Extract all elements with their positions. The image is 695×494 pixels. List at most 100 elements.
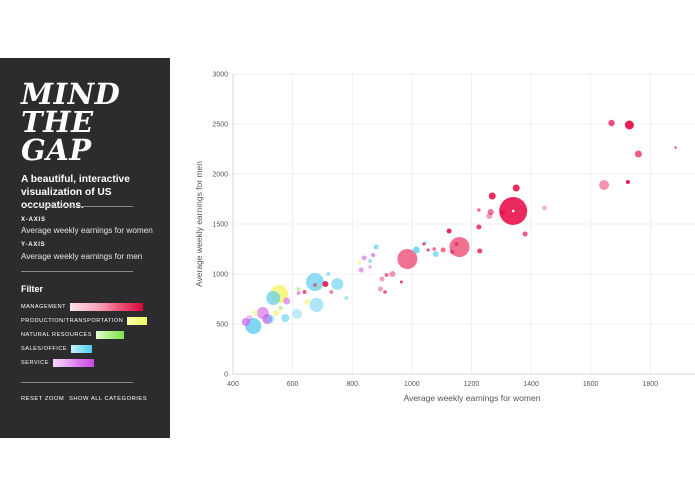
x-tick-label: 600 [287, 381, 299, 388]
show-all-categories-button[interactable]: SHOW ALL CATEGORIES [69, 396, 148, 402]
data-point-management[interactable] [542, 205, 547, 211]
data-point-service[interactable] [283, 297, 291, 305]
data-point-sales[interactable] [432, 251, 439, 257]
x-tick-label: 800 [346, 381, 358, 388]
data-point-sales[interactable] [331, 278, 344, 290]
management-color-swatch [70, 302, 144, 311]
filter-management[interactable]: MANAGEMENT [21, 302, 144, 311]
data-point-management[interactable] [624, 120, 634, 130]
data-point-management[interactable] [302, 290, 307, 294]
x-axis-label: Average weekly earnings for women [404, 393, 541, 403]
data-point-sales[interactable] [344, 296, 349, 300]
x-tick-label: 1800 [643, 381, 659, 388]
tagline: A beautiful, interactive visualization o… [21, 174, 130, 211]
data-point-management[interactable] [383, 290, 387, 294]
data-point-management[interactable] [625, 180, 630, 184]
divider [21, 382, 133, 383]
data-point-management[interactable] [379, 276, 385, 282]
filter-title: Filter [21, 284, 44, 294]
data-point-sales[interactable] [326, 272, 331, 276]
data-point-management[interactable] [608, 119, 615, 127]
data-point-management[interactable] [487, 209, 494, 215]
data-point-management[interactable] [450, 250, 455, 254]
filter-production-transportation[interactable]: PRODUCTION/TRANSPORTATION [21, 316, 148, 325]
data-point-sales[interactable] [281, 314, 290, 322]
data-points[interactable] [241, 119, 677, 334]
data-point-management[interactable] [426, 248, 430, 252]
data-point-management[interactable] [476, 224, 482, 230]
logo-line: GAP [21, 133, 92, 167]
data-point-sales[interactable] [266, 291, 281, 305]
chart-grid [232, 73, 695, 375]
data-point-service[interactable] [371, 253, 376, 257]
y-tick-label: 2500 [212, 122, 228, 129]
data-point-natural[interactable] [317, 286, 321, 290]
data-point-sales[interactable] [309, 298, 324, 312]
app-logo[interactable]: MIND THE GAP [21, 77, 141, 167]
service-color-swatch [52, 358, 94, 367]
data-point-sales[interactable] [306, 273, 324, 291]
filter-service[interactable]: SERVICE [21, 358, 94, 367]
y-axis-title: Y-AXIS [21, 242, 46, 248]
y-tick-label: 1500 [212, 222, 228, 229]
data-point-management[interactable] [384, 273, 389, 277]
data-point-natural[interactable] [278, 306, 283, 310]
data-point-management[interactable] [599, 180, 610, 190]
data-point-natural[interactable] [296, 287, 301, 291]
data-point-management[interactable] [449, 237, 470, 257]
data-point-management[interactable] [454, 242, 459, 246]
filter-label: SERVICE [21, 359, 49, 366]
data-point-management[interactable] [674, 146, 677, 149]
data-point-sales[interactable] [412, 246, 420, 254]
data-point-management[interactable] [432, 247, 437, 251]
filter-label: SALES/OFFICE [21, 345, 68, 352]
data-point-service[interactable] [246, 315, 253, 321]
data-point-management[interactable] [440, 247, 446, 253]
y-tick-labels: 0 500 1000 1500 2000 2500 3000 [212, 72, 228, 379]
data-point-production[interactable] [357, 260, 362, 264]
sidebar: MIND THE GAP A beautiful, interactive vi… [0, 58, 170, 438]
data-point-management[interactable] [399, 280, 403, 284]
data-point-management[interactable] [477, 248, 483, 254]
x-tick-label: 1200 [464, 381, 480, 388]
data-point-management[interactable] [500, 210, 506, 216]
filter-natural-resources[interactable]: NATURAL RESOURCES [21, 330, 124, 339]
data-point-management[interactable] [378, 286, 383, 292]
data-point-service[interactable] [358, 267, 364, 273]
data-point-management[interactable] [446, 228, 452, 234]
data-point-management[interactable] [389, 271, 396, 277]
reset-zoom-button[interactable]: RESET ZOOM [21, 396, 65, 402]
divider [21, 271, 133, 272]
filter-sales-office[interactable]: SALES/OFFICE [21, 344, 93, 353]
data-point-management[interactable] [422, 242, 426, 246]
data-point-service[interactable] [296, 291, 301, 295]
data-point-management[interactable] [634, 150, 642, 158]
data-point-sales[interactable] [266, 315, 275, 323]
x-axis-selector[interactable]: Average weekly earnings for women [21, 226, 153, 235]
natural-resources-color-swatch [95, 330, 124, 339]
sales-office-color-swatch [71, 344, 93, 353]
y-tick-label: 2000 [212, 172, 228, 179]
data-point-production[interactable] [304, 299, 311, 305]
logo-line: MIND [21, 77, 121, 111]
data-point-sales[interactable] [368, 259, 373, 263]
data-point-sales[interactable] [373, 244, 379, 250]
data-point-production[interactable] [252, 310, 259, 316]
data-point-service[interactable] [368, 265, 372, 269]
y-tick-label: 500 [216, 322, 228, 329]
scatter-chart[interactable]: 0 500 1000 1500 2000 2500 3000 400 600 800 1000 12… [175, 58, 695, 418]
data-point-management[interactable] [522, 231, 528, 237]
data-point-management[interactable] [397, 249, 418, 269]
data-point-management[interactable] [313, 283, 317, 287]
data-point-management[interactable] [322, 281, 329, 287]
data-point-management[interactable] [488, 192, 496, 200]
data-point-management[interactable] [477, 208, 481, 212]
data-point-management[interactable] [512, 184, 520, 192]
data-point-service[interactable] [241, 318, 250, 326]
data-point-service[interactable] [361, 255, 367, 261]
data-point-sales[interactable] [292, 309, 303, 319]
data-point-management[interactable] [329, 290, 334, 294]
y-axis-selector[interactable]: Average weekly earnings for men [21, 252, 143, 261]
x-axis-title: X-AXIS [21, 217, 46, 223]
data-point-production[interactable] [273, 310, 280, 316]
